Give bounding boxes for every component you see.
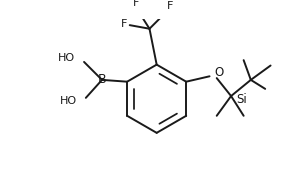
Text: B: B <box>98 73 106 86</box>
Text: HO: HO <box>60 96 77 106</box>
Text: F: F <box>167 1 173 11</box>
Text: Si: Si <box>236 93 247 106</box>
Text: O: O <box>214 66 223 79</box>
Text: F: F <box>121 19 128 29</box>
Text: F: F <box>133 0 139 8</box>
Text: HO: HO <box>58 53 75 63</box>
